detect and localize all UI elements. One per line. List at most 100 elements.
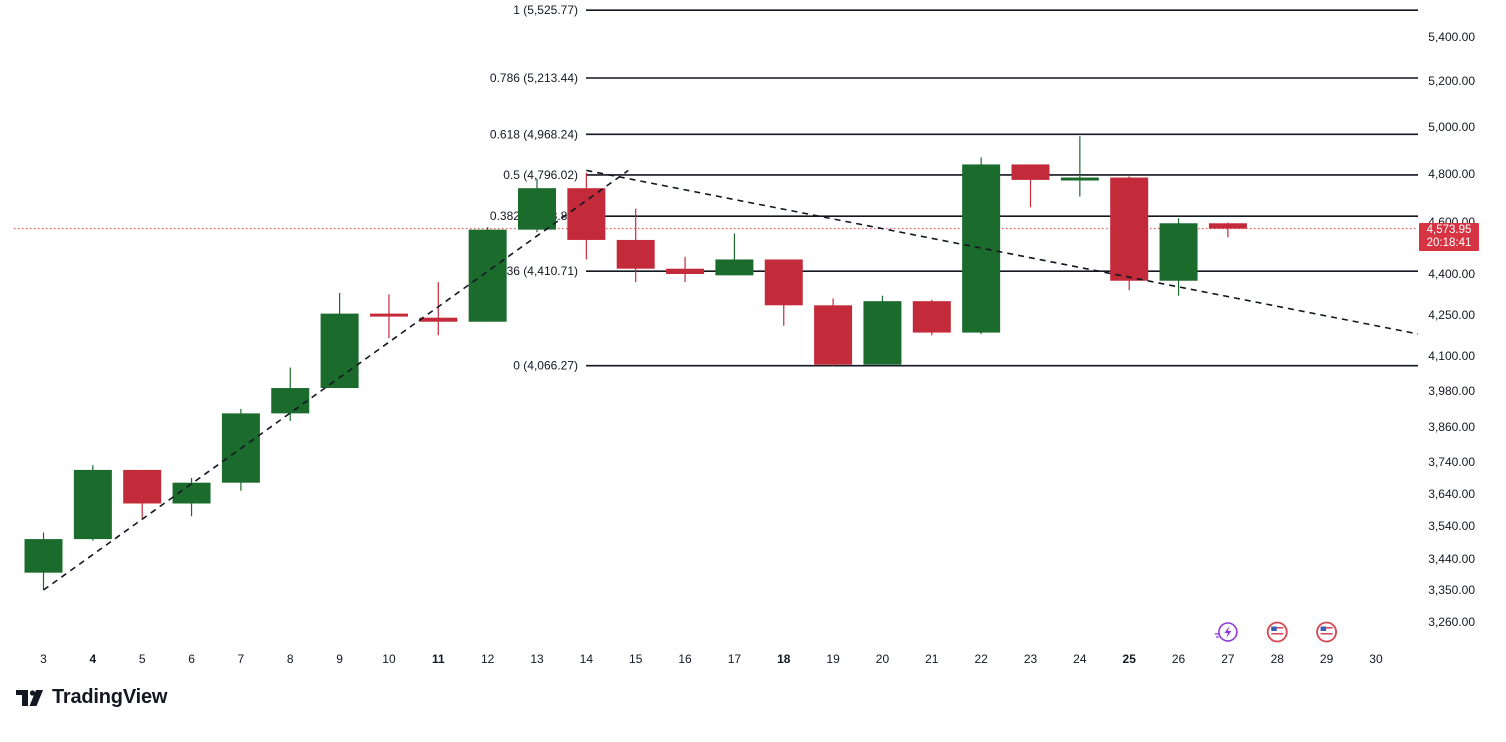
lightning-event-icon[interactable] bbox=[1214, 622, 1238, 642]
x-tick-label: 4 bbox=[90, 652, 97, 666]
trendline[interactable] bbox=[586, 169, 1419, 335]
candle bbox=[271, 367, 310, 421]
x-tick-label: 21 bbox=[925, 652, 939, 666]
x-tick-label: 26 bbox=[1172, 652, 1186, 666]
candle-body bbox=[123, 469, 162, 504]
candle bbox=[24, 532, 63, 590]
tradingview-logo-icon bbox=[16, 689, 43, 706]
x-tick-label: 24 bbox=[1073, 652, 1087, 666]
x-tick-label: 29 bbox=[1320, 652, 1334, 666]
y-tick-label: 3,260.00 bbox=[1428, 615, 1475, 629]
x-tick-label: 6 bbox=[188, 652, 195, 666]
candle-body bbox=[715, 259, 754, 276]
y-tick-label: 3,350.00 bbox=[1428, 583, 1475, 597]
x-tick-label: 10 bbox=[382, 652, 396, 666]
y-tick-label: 4,100.00 bbox=[1428, 349, 1475, 363]
candle bbox=[863, 295, 902, 365]
x-tick-label: 3 bbox=[40, 652, 47, 666]
tradingview-logo[interactable]: TradingView bbox=[16, 686, 167, 709]
x-tick-label: 16 bbox=[678, 652, 692, 666]
candle-body bbox=[962, 164, 1001, 333]
y-tick-label: 5,400.00 bbox=[1428, 30, 1475, 44]
x-tick-label: 28 bbox=[1271, 652, 1285, 666]
price-axis[interactable]: 5,400.005,200.005,000.004,800.004,600.00… bbox=[1428, 30, 1475, 629]
x-tick-label: 11 bbox=[432, 652, 445, 666]
candle-body bbox=[814, 305, 853, 365]
candle bbox=[419, 282, 458, 336]
fib-level-label: 0 (4,066.27) bbox=[513, 359, 578, 373]
candle bbox=[221, 408, 260, 491]
x-tick-label: 7 bbox=[238, 652, 245, 666]
fib-level-label: 0.5 (4,796.02) bbox=[503, 168, 578, 182]
x-tick-label: 20 bbox=[876, 652, 890, 666]
candles bbox=[24, 136, 1247, 590]
candle-body bbox=[912, 301, 951, 333]
candle bbox=[1110, 176, 1149, 291]
candle-body bbox=[24, 539, 63, 573]
candle-body bbox=[271, 388, 310, 414]
candle-body bbox=[1159, 223, 1198, 281]
candle bbox=[666, 256, 705, 283]
x-tick-label: 17 bbox=[728, 652, 742, 666]
candle bbox=[369, 294, 408, 339]
y-tick-label: 3,540.00 bbox=[1428, 519, 1475, 533]
x-tick-label: 25 bbox=[1123, 652, 1137, 666]
us-flag-event-icon[interactable] bbox=[1266, 621, 1288, 643]
candle bbox=[320, 292, 359, 389]
candle bbox=[468, 227, 507, 322]
candle-body bbox=[419, 317, 458, 322]
fibonacci-retracement[interactable]: 1 (5,525.77) 0.786 (5,213.44) 0.618 (4,968… bbox=[490, 3, 1418, 373]
x-tick-label: 19 bbox=[826, 652, 840, 666]
y-tick-label: 5,000.00 bbox=[1428, 120, 1475, 134]
time-axis[interactable]: 3 4 5 6 7 8 9 10 11 12 13 14 15 16 17 18 19 20 21 22 23 24 25 2… bbox=[40, 652, 1383, 666]
candle bbox=[962, 157, 1001, 334]
y-tick-label: 3,440.00 bbox=[1428, 552, 1475, 566]
x-tick-label: 23 bbox=[1024, 652, 1038, 666]
candle bbox=[73, 465, 112, 541]
x-tick-label: 18 bbox=[777, 652, 791, 666]
candle bbox=[912, 299, 951, 336]
y-tick-label: 4,400.00 bbox=[1428, 267, 1475, 281]
candle-body bbox=[1208, 223, 1247, 229]
candle bbox=[172, 477, 211, 517]
y-tick-label: 4,800.00 bbox=[1428, 167, 1475, 181]
x-tick-label: 9 bbox=[336, 652, 343, 666]
fib-level-label: 1 (5,525.77) bbox=[513, 3, 578, 17]
current-price-value: 4,573.95 bbox=[1426, 224, 1472, 236]
trendlines[interactable] bbox=[43, 169, 1419, 591]
bar-countdown: 20:18:41 bbox=[1426, 237, 1472, 249]
fib-level-label: 0.236 (4,410.71) bbox=[490, 264, 578, 278]
candle bbox=[518, 178, 556, 233]
x-tick-label: 12 bbox=[481, 652, 495, 666]
x-tick-label: 13 bbox=[530, 652, 544, 666]
candle-body bbox=[1060, 177, 1099, 181]
candle-body bbox=[73, 469, 112, 540]
y-tick-label: 3,740.00 bbox=[1428, 455, 1475, 469]
candle-body bbox=[1011, 164, 1050, 180]
candle-body bbox=[468, 229, 507, 322]
candle bbox=[567, 172, 606, 260]
candle-body bbox=[863, 301, 902, 365]
us-flag-event-icon[interactable] bbox=[1316, 621, 1337, 643]
candle bbox=[814, 298, 853, 366]
y-tick-label: 3,640.00 bbox=[1428, 487, 1475, 501]
candle-body bbox=[567, 188, 606, 240]
candle-body bbox=[1110, 177, 1149, 281]
candle bbox=[764, 259, 803, 326]
fib-level-label: 0.618 (4,968.24) bbox=[490, 127, 578, 141]
x-tick-label: 22 bbox=[974, 652, 988, 666]
candle bbox=[715, 233, 754, 276]
x-tick-label: 30 bbox=[1369, 652, 1383, 666]
x-tick-label: 27 bbox=[1221, 652, 1235, 666]
fib-level-label: 0.786 (5,213.44) bbox=[490, 71, 578, 85]
candle-body bbox=[369, 313, 408, 317]
event-icons[interactable] bbox=[1214, 621, 1337, 643]
trendline[interactable] bbox=[43, 169, 629, 591]
candle bbox=[1011, 164, 1050, 208]
x-tick-label: 5 bbox=[139, 652, 146, 666]
candle bbox=[616, 208, 655, 283]
y-tick-label: 3,860.00 bbox=[1428, 420, 1475, 434]
candle-body bbox=[172, 482, 211, 504]
x-tick-label: 8 bbox=[287, 652, 294, 666]
